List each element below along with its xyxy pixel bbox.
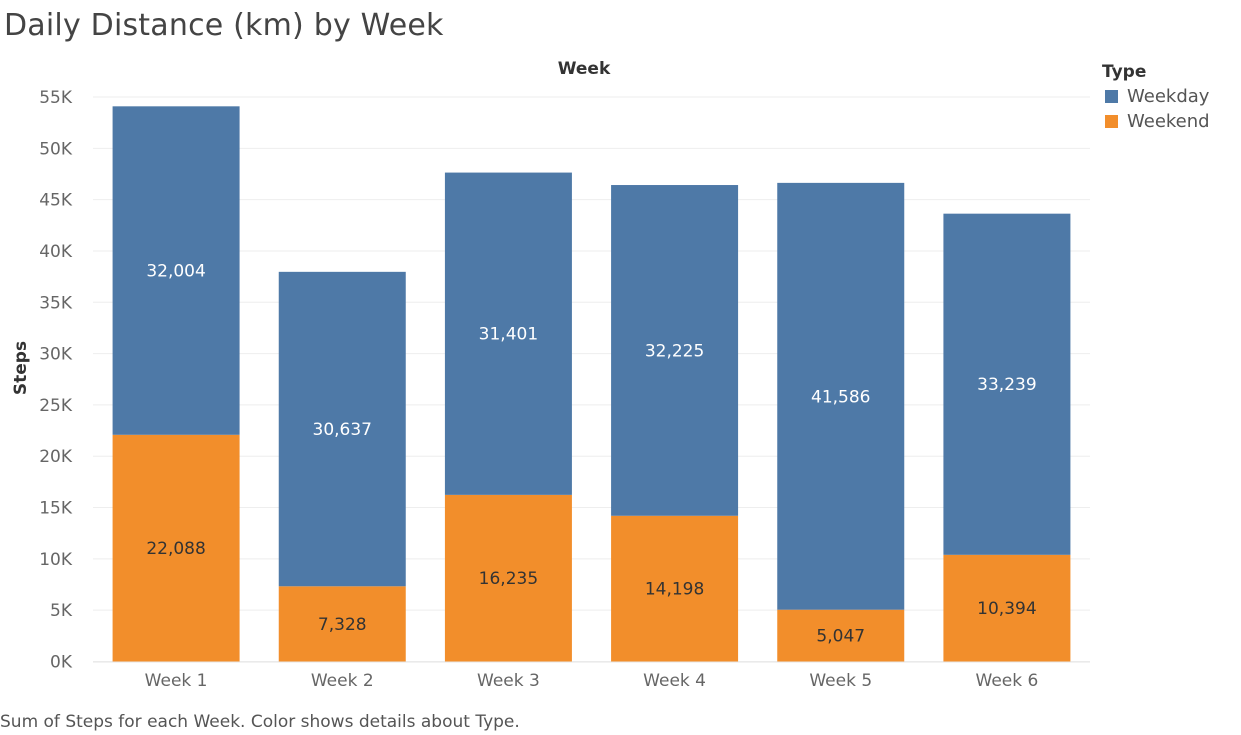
y-tick-label: 35K — [39, 293, 73, 313]
chart-caption: Sum of Steps for each Week. Color shows … — [0, 712, 520, 732]
bar-data-label: 41,586 — [811, 387, 870, 407]
legend-item-weekday[interactable]: Weekday — [1102, 84, 1210, 109]
y-tick-label: 15K — [39, 499, 73, 519]
bar-data-label: 32,004 — [146, 262, 205, 282]
bar-weekend-week-5[interactable] — [777, 609, 905, 662]
bar-data-label: 32,225 — [645, 341, 704, 361]
y-tick-label: 40K — [39, 242, 73, 262]
bar-data-label: 16,235 — [479, 569, 538, 589]
y-axis-ticks: 0K 5K 10K 15K 20K 25K 30K 35K 40K 45K 50K 55K — [39, 88, 73, 673]
bar-data-label: 31,401 — [479, 325, 538, 345]
bar-data-label: 22,088 — [146, 539, 205, 559]
x-axis-ticks: Week 1 Week 2 Week 3 Week 4 Week 5 Week 6 — [145, 671, 1039, 691]
bar-weekend-week-3[interactable] — [444, 494, 572, 662]
bar-data-label: 7,328 — [318, 615, 367, 635]
x-tick-label: Week 5 — [809, 671, 872, 691]
bar-weekday-week-4[interactable] — [611, 185, 739, 516]
bar-weekday-week-3[interactable] — [444, 172, 572, 495]
bar-data-label: 30,637 — [313, 420, 372, 440]
y-tick-label: 0K — [50, 653, 73, 673]
y-tick-label: 20K — [39, 447, 73, 467]
bar-data-label: 10,394 — [977, 599, 1036, 619]
y-tick-label: 25K — [39, 396, 73, 416]
legend: Type Weekday Weekend — [1102, 62, 1210, 134]
x-tick-label: Week 2 — [311, 671, 374, 691]
gridlines — [93, 96, 1090, 663]
bar-data-label: 14,198 — [645, 580, 704, 600]
legend-swatch-weekday — [1105, 90, 1118, 103]
bar-data-label: 33,239 — [977, 375, 1036, 395]
bar-weekday-week-1[interactable] — [112, 106, 240, 435]
bar-weekday-week-6[interactable] — [943, 213, 1071, 555]
y-tick-label: 30K — [39, 345, 73, 365]
y-tick-label: 50K — [39, 139, 73, 159]
bar-weekend-week-4[interactable] — [611, 515, 739, 662]
bar-weekend-week-2[interactable] — [278, 586, 406, 662]
bar-weekday-week-2[interactable] — [278, 271, 406, 587]
legend-label: Weekday — [1127, 86, 1210, 107]
stacked-bar-chart: 22,088 32,004 7,328 30,637 16,235 31,401 14,19… — [11, 59, 1090, 691]
y-axis-title: Steps — [11, 341, 31, 395]
x-tick-label: Week 3 — [477, 671, 540, 691]
x-tick-label: Week 4 — [643, 671, 706, 691]
y-tick-label: 45K — [39, 191, 73, 211]
x-axis-title: Week — [558, 59, 611, 79]
y-tick-label: 5K — [50, 601, 73, 621]
legend-title: Type — [1102, 62, 1147, 82]
x-tick-label: Week 6 — [976, 671, 1039, 691]
bar-weekend-week-1[interactable] — [112, 434, 240, 662]
bars: 22,088 32,004 7,328 30,637 16,235 31,401 14,19… — [112, 106, 1071, 662]
bar-data-label: 5,047 — [816, 627, 865, 647]
legend-label: Weekend — [1127, 111, 1210, 132]
y-tick-label: 10K — [39, 550, 73, 570]
legend-item-weekend[interactable]: Weekend — [1102, 109, 1210, 134]
chart-title: Daily Distance (km) by Week — [4, 8, 444, 43]
bar-weekend-week-6[interactable] — [943, 554, 1071, 662]
bar-weekday-week-5[interactable] — [777, 182, 905, 610]
y-tick-label: 55K — [39, 88, 73, 108]
x-tick-label: Week 1 — [145, 671, 208, 691]
legend-swatch-weekend — [1105, 115, 1118, 128]
